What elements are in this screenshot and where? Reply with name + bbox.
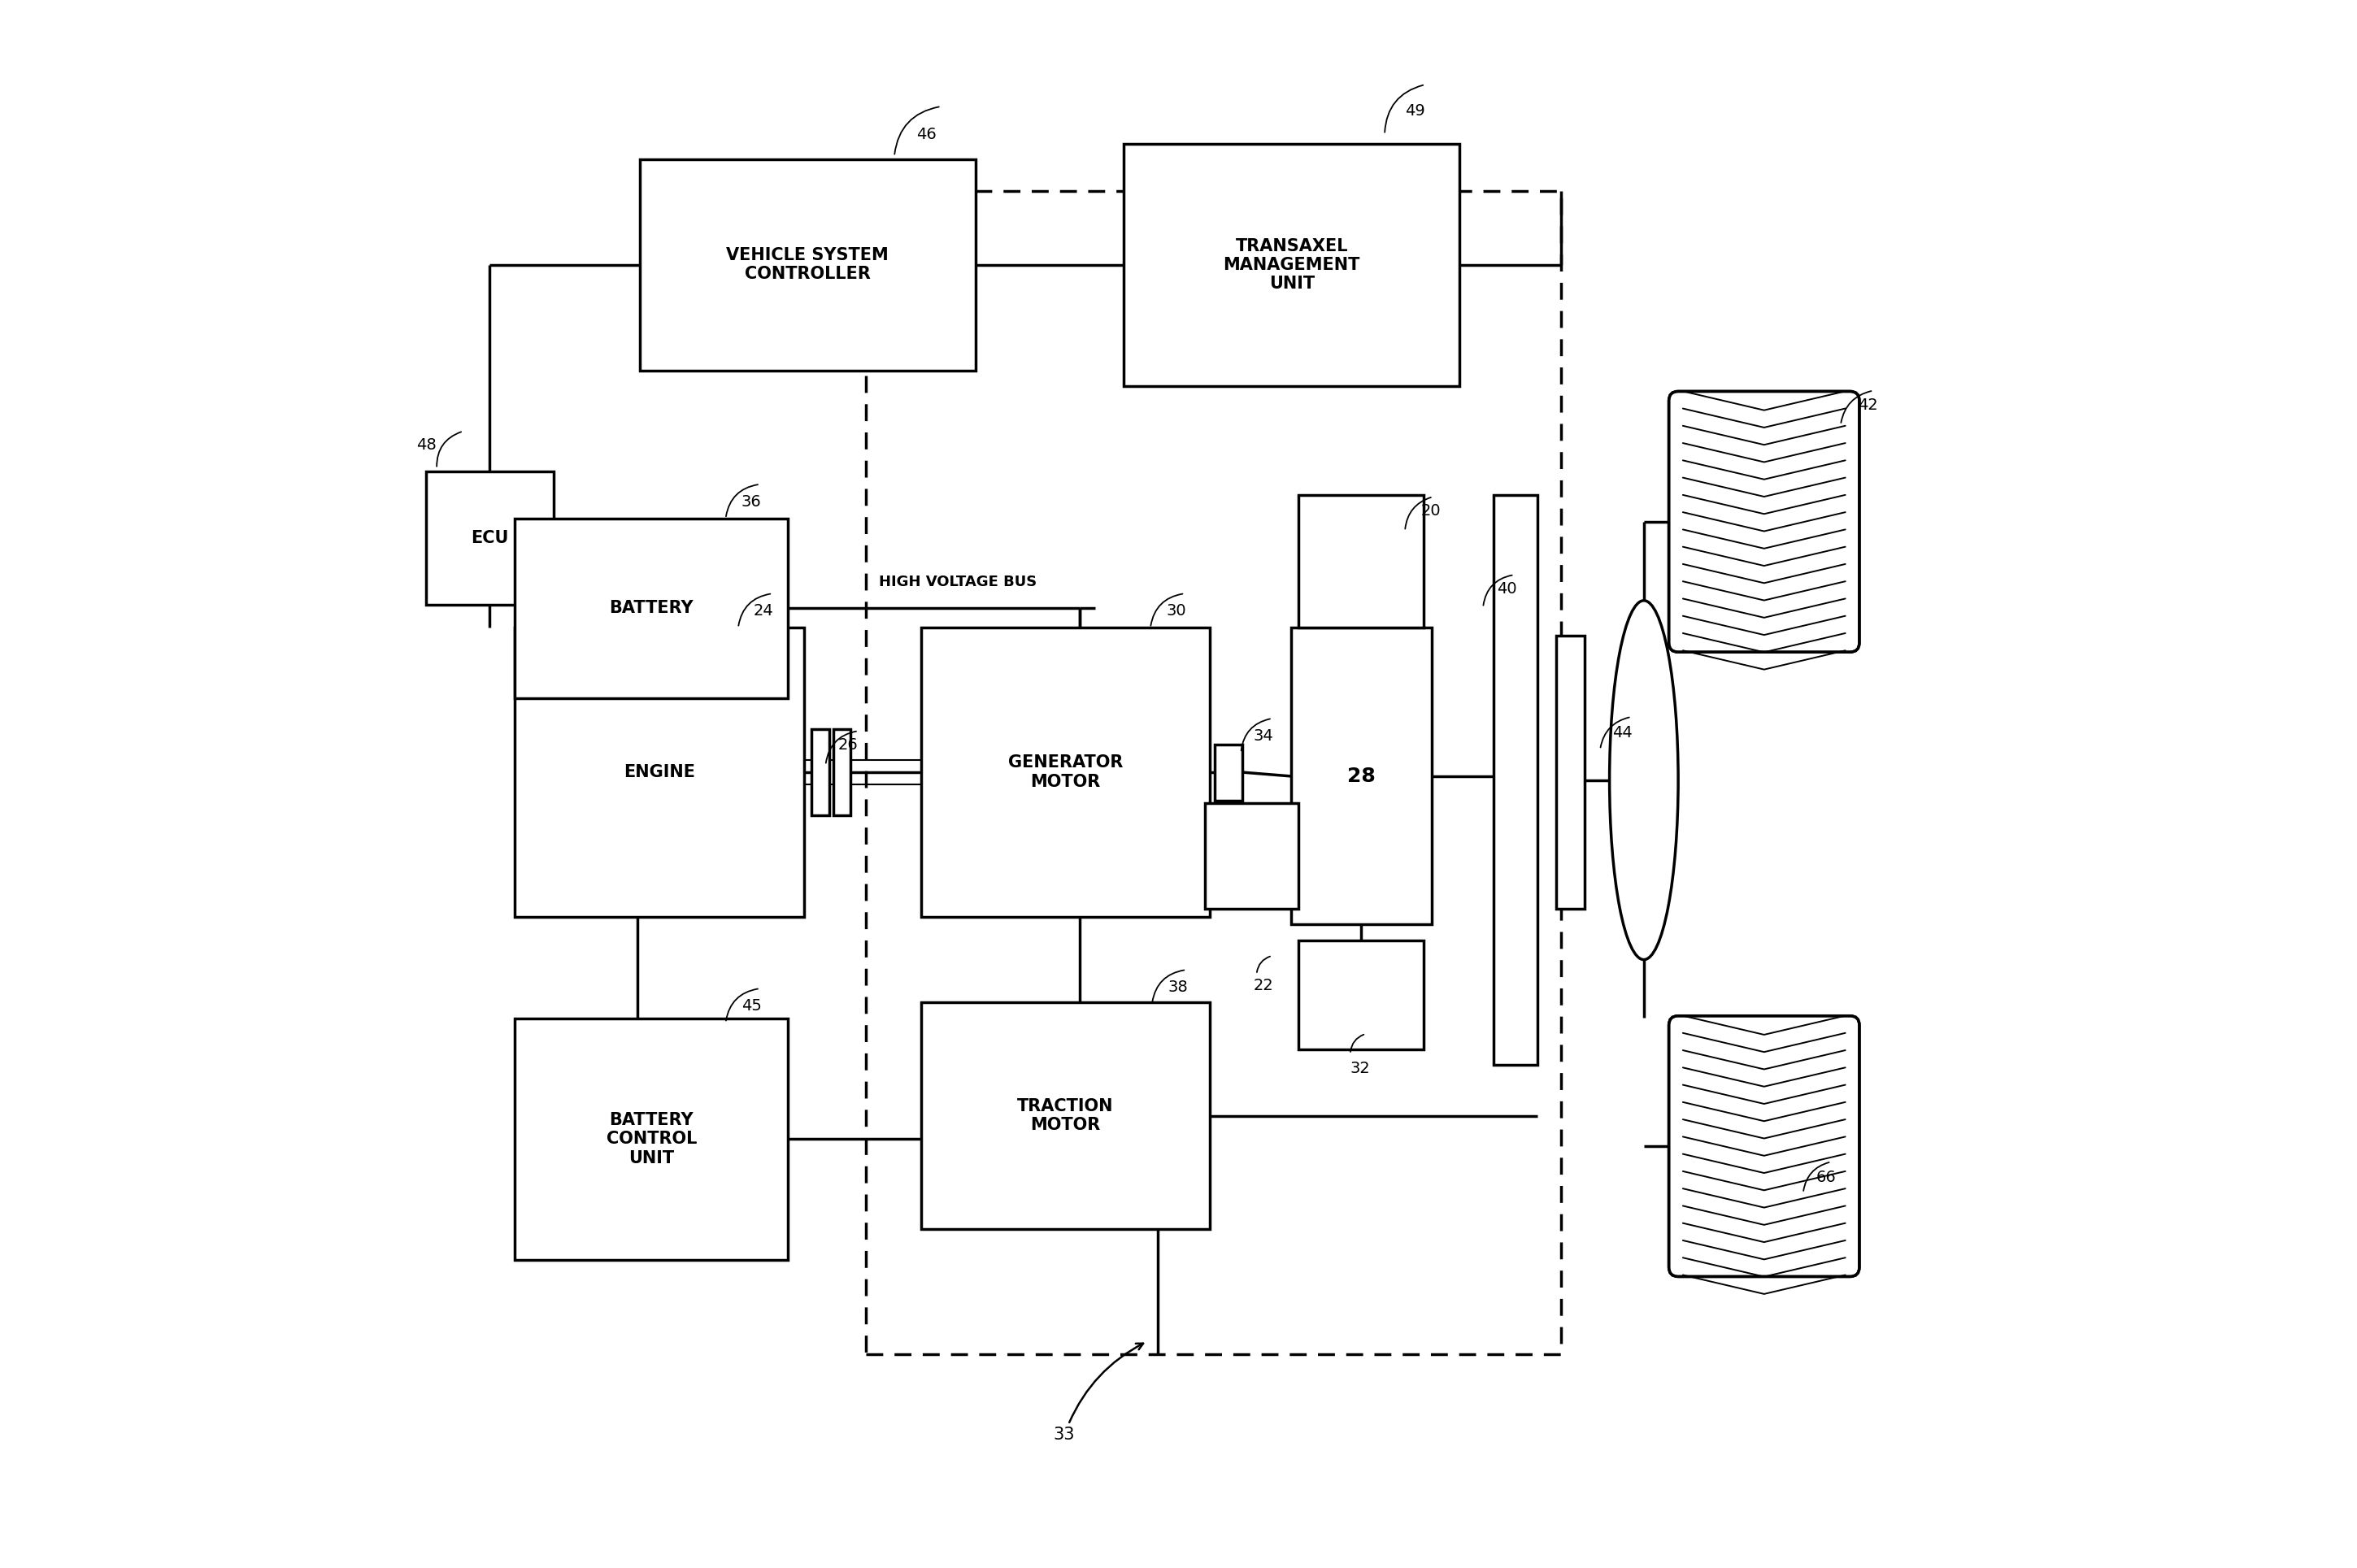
Text: 66: 66: [1815, 1170, 1836, 1185]
Text: 44: 44: [1612, 724, 1633, 740]
Text: 45: 45: [740, 999, 761, 1013]
Text: 22: 22: [1254, 978, 1273, 994]
Bar: [514, 1018, 787, 1261]
Text: 48: 48: [417, 437, 436, 453]
Bar: [1214, 745, 1242, 800]
Text: 30: 30: [1167, 604, 1186, 619]
Text: 28: 28: [1348, 767, 1376, 786]
Bar: [865, 191, 1560, 1353]
Bar: [1299, 495, 1424, 627]
Bar: [1292, 627, 1431, 925]
Bar: [922, 1002, 1209, 1229]
FancyBboxPatch shape: [1669, 392, 1860, 652]
Text: 40: 40: [1497, 582, 1518, 597]
Text: 42: 42: [1857, 397, 1879, 412]
Bar: [832, 729, 851, 815]
Text: BATTERY: BATTERY: [610, 601, 693, 616]
Bar: [514, 627, 804, 917]
Text: ENGINE: ENGINE: [625, 764, 695, 781]
Text: 36: 36: [740, 494, 761, 510]
Text: ECU: ECU: [471, 530, 509, 546]
Bar: [1494, 495, 1537, 1065]
Text: HIGH VOLTAGE BUS: HIGH VOLTAGE BUS: [879, 575, 1037, 590]
Bar: [514, 519, 787, 698]
Bar: [1124, 144, 1459, 386]
Bar: [1299, 941, 1424, 1049]
Text: 24: 24: [754, 604, 773, 619]
FancyBboxPatch shape: [1669, 1016, 1860, 1276]
Text: 38: 38: [1167, 980, 1188, 994]
Text: 33: 33: [1054, 1344, 1143, 1443]
Bar: [427, 472, 554, 604]
Text: 26: 26: [839, 737, 858, 753]
Text: 32: 32: [1351, 1060, 1369, 1076]
Bar: [1204, 803, 1299, 909]
Text: TRANSAXEL
MANAGEMENT
UNIT: TRANSAXEL MANAGEMENT UNIT: [1223, 238, 1360, 292]
Text: 20: 20: [1421, 503, 1440, 519]
Text: 34: 34: [1254, 728, 1273, 743]
Bar: [1556, 635, 1584, 909]
Text: 49: 49: [1405, 103, 1426, 119]
Text: 46: 46: [917, 127, 936, 143]
Text: VEHICLE SYSTEM
CONTROLLER: VEHICLE SYSTEM CONTROLLER: [726, 248, 889, 282]
Bar: [639, 160, 976, 370]
Bar: [811, 729, 830, 815]
Ellipse shape: [1610, 601, 1678, 960]
Bar: [922, 627, 1209, 917]
Text: TRACTION
MOTOR: TRACTION MOTOR: [1018, 1098, 1113, 1134]
Text: GENERATOR
MOTOR: GENERATOR MOTOR: [1009, 754, 1122, 790]
Text: BATTERY
CONTROL
UNIT: BATTERY CONTROL UNIT: [606, 1112, 698, 1167]
